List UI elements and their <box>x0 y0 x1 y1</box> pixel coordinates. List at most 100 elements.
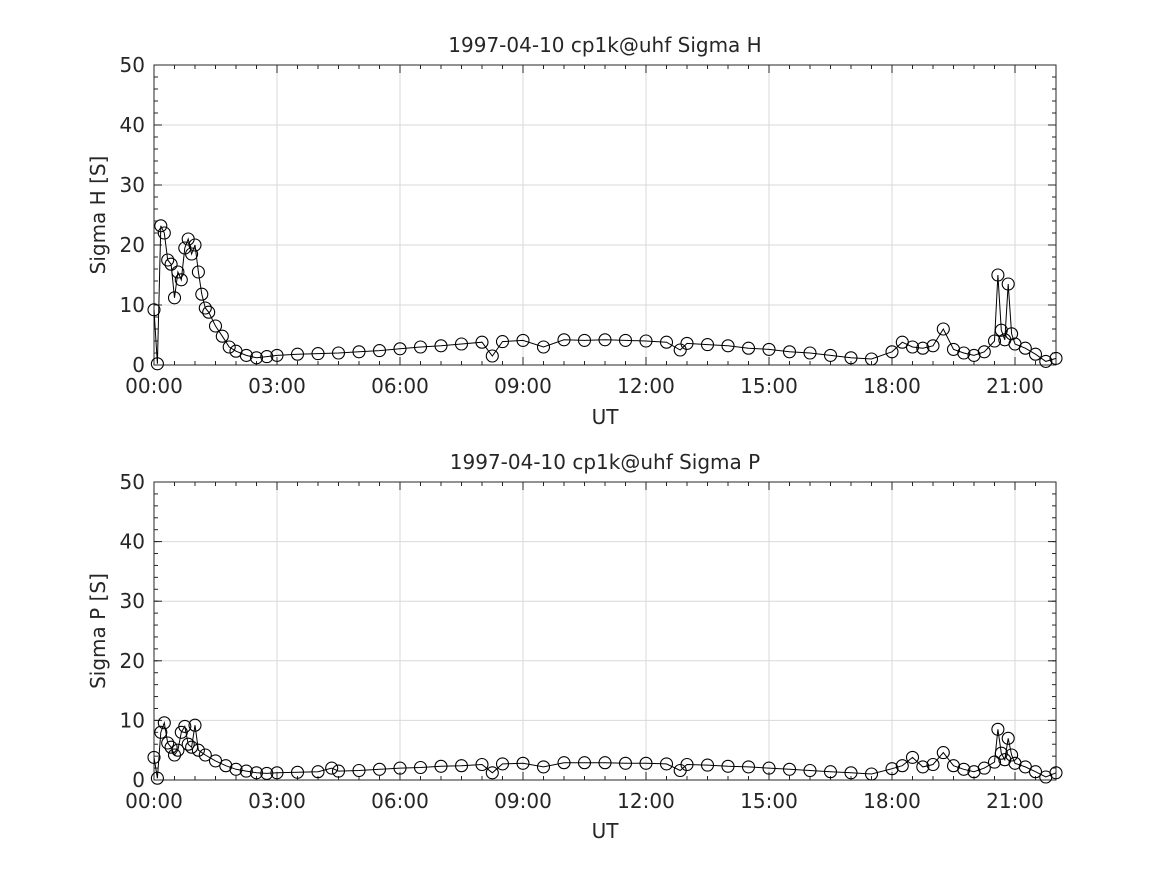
data-point <box>823 765 838 779</box>
x-tick-label: 09:00 <box>494 789 552 813</box>
data-point <box>844 351 858 365</box>
grid <box>153 481 1056 781</box>
data-point <box>864 352 879 366</box>
x-tick-label: 15:00 <box>740 374 798 398</box>
data-point <box>905 340 920 354</box>
data-point <box>803 346 817 360</box>
data-point <box>260 350 274 364</box>
y-tick-label: 10 <box>120 293 145 317</box>
x-tick-label: 18:00 <box>863 374 921 398</box>
data-point <box>864 767 879 781</box>
data-point <box>239 764 253 778</box>
data-point <box>174 273 188 287</box>
data-point <box>270 348 284 362</box>
data-point <box>157 716 171 730</box>
data-point <box>191 743 205 757</box>
data-point <box>290 765 305 779</box>
x-tick-label: 00:00 <box>125 789 183 813</box>
data-point <box>618 333 633 347</box>
data-point <box>475 335 489 349</box>
data-point <box>926 339 940 353</box>
data-point <box>434 759 448 773</box>
data-point <box>198 748 212 762</box>
data-point <box>372 762 387 776</box>
data-point <box>454 759 469 773</box>
data-point <box>1005 748 1019 762</box>
data-point <box>618 756 633 770</box>
data-point <box>680 336 694 350</box>
data-point <box>1049 766 1063 780</box>
data-point <box>393 342 407 356</box>
data-point <box>1018 341 1032 355</box>
data-point <box>823 348 838 362</box>
series-markers <box>147 219 1063 371</box>
data-point <box>164 257 178 271</box>
y-tick-label: 20 <box>120 649 145 673</box>
data-point <box>171 265 185 279</box>
data-point <box>331 346 346 360</box>
data-point <box>957 346 971 360</box>
y-tick-label: 50 <box>120 470 145 494</box>
data-point <box>557 333 571 347</box>
data-point <box>536 760 551 774</box>
data-point <box>393 761 407 775</box>
x-tick-label: 21:00 <box>986 789 1044 813</box>
data-point <box>434 339 448 353</box>
data-point <box>215 329 229 343</box>
grid <box>153 64 1056 366</box>
y-tick-label: 40 <box>120 113 145 137</box>
data-point <box>185 740 199 754</box>
data-point <box>208 319 223 333</box>
data-point <box>639 756 653 770</box>
data-point <box>154 725 168 739</box>
data-point <box>844 766 858 780</box>
data-point <box>659 757 674 771</box>
y-tick-label: 10 <box>120 708 145 732</box>
y-tick-label: 30 <box>120 173 145 197</box>
data-point <box>372 344 387 358</box>
chart-title: 1997-04-10 cp1k@uhf Sigma H <box>448 33 761 57</box>
data-point <box>181 737 195 751</box>
data-point <box>936 322 950 336</box>
data-point <box>762 761 776 775</box>
data-point <box>161 736 175 750</box>
data-point <box>987 755 1002 769</box>
data-point <box>495 757 510 771</box>
data-point <box>782 345 797 359</box>
data-point <box>516 333 530 347</box>
data-point <box>290 347 305 361</box>
x-tick-label: 21:00 <box>986 374 1044 398</box>
data-point <box>147 303 161 317</box>
data-point <box>171 743 185 757</box>
data-point <box>762 342 776 356</box>
chart-title: 1997-04-10 cp1k@uhf Sigma P <box>450 450 760 474</box>
data-point <box>198 301 212 315</box>
data-point <box>239 348 253 362</box>
data-point <box>536 340 551 354</box>
x-tick-label: 03:00 <box>248 374 306 398</box>
data-point <box>659 335 674 349</box>
axes-box <box>153 481 1057 781</box>
y-axis-label: Sigma P [S] <box>86 573 110 689</box>
x-axis-label: UT <box>592 819 620 843</box>
x-tick-label: 18:00 <box>863 789 921 813</box>
data-point <box>557 756 571 770</box>
data-point <box>311 765 325 779</box>
data-point <box>916 760 930 774</box>
x-tick-label: 06:00 <box>371 374 429 398</box>
data-point <box>150 771 164 785</box>
series-line <box>153 225 1057 364</box>
x-tick-label: 00:00 <box>125 374 183 398</box>
y-axis-label: Sigma H [S] <box>86 156 110 275</box>
data-point <box>157 226 171 240</box>
y-tick-label: 30 <box>120 589 145 613</box>
y-tick-label: 40 <box>120 530 145 554</box>
data-point <box>577 333 592 347</box>
data-point <box>885 345 899 359</box>
data-point <box>673 343 687 357</box>
minor-ticks <box>153 64 1057 366</box>
data-point <box>325 761 339 775</box>
data-point <box>782 762 797 776</box>
data-point <box>1039 354 1053 368</box>
data-point <box>1001 731 1015 745</box>
